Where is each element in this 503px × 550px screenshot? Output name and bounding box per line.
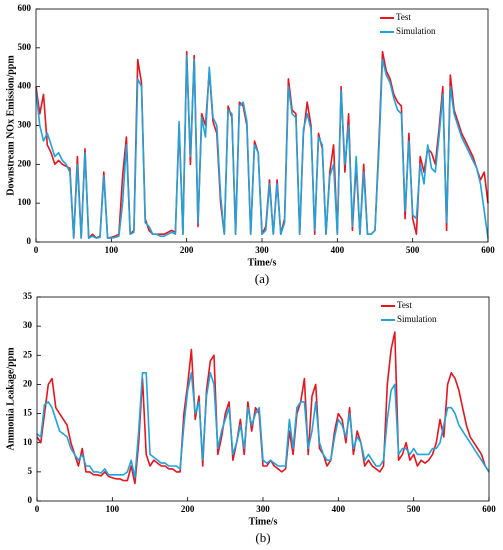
y-tick-label: 100 [18,197,32,207]
x-axis-label: Time/s [249,516,278,527]
y-tick-label: 35 [23,291,33,301]
x-tick-label: 300 [256,504,270,514]
x-tick-label: 200 [180,245,194,255]
y-axis-label: Downstream NOx Emission/ppm [5,55,16,196]
y-tick-label: 500 [18,42,32,52]
x-tick-label: 600 [482,504,496,514]
y-tick-label: 5 [28,466,33,476]
series-line [35,54,489,239]
x-tick-label: 100 [106,504,120,514]
legend-label: Test [396,12,411,22]
series-line [36,372,490,479]
caption: (b) [255,530,270,545]
series-line [36,331,490,485]
x-tick-label: 300 [255,245,269,255]
x-tick-label: 0 [34,245,39,255]
series-line [35,50,489,239]
x-tick-label: 100 [105,245,119,255]
y-tick-label: 30 [23,320,33,330]
caption: (a) [255,271,269,286]
x-tick-label: 0 [35,504,40,514]
x-tick-label: 400 [331,245,345,255]
y-axis-label: Ammonia Leakage/ppm [5,347,16,451]
y-tick-label: 0 [27,236,32,246]
y-tick-label: 400 [18,81,32,91]
y-tick-label: 25 [23,349,33,359]
y-tick-label: 20 [23,378,33,388]
y-tick-label: 300 [18,120,32,130]
y-tick-label: 600 [18,3,32,13]
x-tick-label: 500 [407,504,421,514]
legend-label: Simulation [397,314,437,324]
x-tick-label: 400 [332,504,346,514]
x-tick-label: 600 [481,245,495,255]
plot-frame [35,8,489,243]
y-tick-label: 15 [23,408,33,418]
x-tick-label: 200 [181,504,195,514]
plot-frame [36,296,490,502]
x-tick-label: 500 [406,245,420,255]
legend-label: Test [397,300,412,310]
y-tick-label: 0 [28,495,33,505]
legend-label: Simulation [396,26,436,36]
x-axis-label: Time/s [248,257,277,268]
y-tick-label: 200 [18,158,32,168]
y-tick-label: 10 [23,437,33,447]
